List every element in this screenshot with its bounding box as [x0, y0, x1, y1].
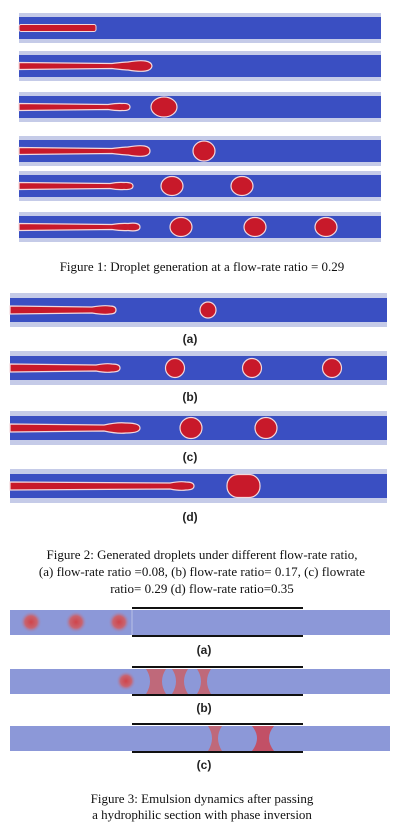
channel [10, 726, 390, 751]
droplet [192, 140, 216, 162]
figure-2-caption-line: Figure 2: Generated droplets under diffe… [46, 547, 358, 562]
inverted-film [172, 669, 188, 694]
droplet [321, 357, 343, 379]
panel-label: (a) [196, 643, 212, 657]
panel-label: (a) [182, 332, 198, 346]
dispersed-thread [18, 222, 141, 232]
droplet [243, 216, 267, 238]
droplet [116, 671, 136, 691]
figure-3-caption-line: Figure 3: Emulsion dynamics after passin… [90, 791, 314, 806]
droplet [20, 611, 42, 633]
panel-label: (d) [182, 510, 198, 524]
droplet [230, 175, 254, 197]
dispersed-thread [18, 60, 153, 72]
dispersed-thread [18, 24, 97, 32]
figure-2-caption-line: (a) flow-rate ratio =0.08, (b) flow-rate… [38, 564, 366, 579]
channel [19, 17, 381, 39]
panel-label: (b) [182, 390, 198, 404]
channel [19, 55, 381, 77]
dispersed-thread [18, 181, 134, 191]
droplet [226, 473, 261, 499]
droplet [150, 96, 178, 118]
inverted-film [208, 726, 222, 751]
figure-2-caption-line: ratio= 0.29 (d) flow-rate ratio=0.35 [110, 581, 294, 596]
droplet [199, 301, 217, 319]
dispersed-thread [9, 481, 195, 491]
channel [19, 216, 381, 238]
inverted-film [197, 669, 211, 694]
inverted-film [146, 669, 166, 694]
dispersed-thread [9, 363, 121, 373]
panel-label: (c) [182, 450, 198, 464]
droplet [164, 357, 186, 379]
dispersed-thread [18, 102, 131, 112]
figure-3-panels [10, 607, 390, 753]
droplet [254, 416, 278, 440]
inverted-film [252, 726, 274, 751]
figure-1-caption: Figure 1: Droplet generation at a flow-r… [59, 259, 345, 274]
droplet [179, 416, 203, 440]
droplet [241, 357, 263, 379]
dispersed-thread [18, 145, 151, 157]
channel [19, 175, 381, 197]
panel-label: (c) [196, 758, 212, 772]
dispersed-thread [9, 422, 141, 434]
channel [19, 96, 381, 118]
figure-3-caption-line: a hydrophilic section with phase inversi… [92, 807, 312, 822]
droplet [65, 611, 87, 633]
droplet [160, 175, 184, 197]
droplet [108, 611, 130, 633]
droplet [169, 216, 193, 238]
panel-label: (b) [196, 701, 212, 715]
figure-2-panels [9, 293, 387, 503]
dispersed-thread [9, 305, 117, 315]
figure-1-panels [18, 13, 381, 242]
droplet [314, 216, 338, 238]
